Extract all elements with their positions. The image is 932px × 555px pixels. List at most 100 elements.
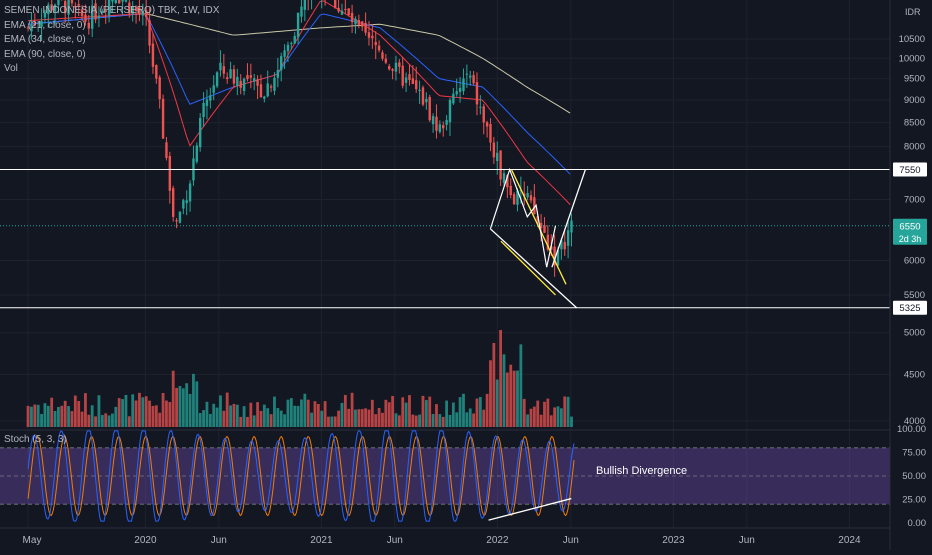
candle-body (131, 6, 134, 14)
candle-body (242, 78, 246, 91)
candle-body (202, 102, 205, 118)
price-tick-label: 10500 (899, 34, 925, 45)
candle-body (77, 4, 80, 6)
volume-bar (286, 399, 290, 427)
volume-bar (451, 402, 455, 427)
volume-bar (350, 392, 354, 427)
volume-bar (445, 400, 449, 427)
stoch-legend[interactable]: Stoch (5, 3, 3) (4, 434, 67, 445)
candle-body (36, 23, 40, 25)
price-tick-label: 4500 (904, 369, 925, 380)
candle-body (334, 0, 337, 9)
candle-body (415, 80, 418, 90)
candle-body (502, 173, 506, 183)
volume-bar (532, 406, 536, 427)
volume-bar (279, 410, 283, 427)
current-price-tag-label: 6550 (899, 221, 920, 232)
candle-body (425, 98, 428, 103)
price-tick-label: 8000 (904, 142, 925, 153)
volume-bar (482, 409, 486, 427)
volume-bar (570, 416, 573, 427)
ema-21-legend[interactable]: EMA (21, close, 0) (4, 19, 86, 31)
volume-bar (333, 416, 337, 427)
volume-bar (347, 408, 351, 427)
volume-bar (256, 402, 259, 427)
volume-bar (387, 402, 391, 427)
candle-body (438, 124, 442, 132)
volume-bar (269, 414, 273, 427)
candle-body (134, 6, 138, 11)
volume-bar (505, 372, 509, 427)
candle-body (340, 10, 344, 15)
ema-34-legend[interactable]: EMA (34, close, 0) (4, 34, 86, 45)
candle-body (290, 42, 293, 44)
candle-body (246, 75, 249, 80)
candle-body (411, 78, 415, 84)
volume-bar (70, 411, 74, 427)
volume-bar (313, 401, 317, 427)
candle-body (57, 0, 60, 5)
candle-body (384, 58, 388, 63)
ema-34-line (28, 13, 571, 175)
time-tick-label: 2020 (134, 535, 157, 546)
candle-body (67, 0, 70, 15)
candle-body (219, 62, 222, 71)
volume-bar (90, 405, 94, 427)
candle-body (408, 74, 411, 81)
candle-body (482, 106, 485, 123)
volume-legend[interactable]: Vol (4, 63, 18, 74)
candle-body (533, 197, 536, 215)
stoch-tick-label: 25.00 (902, 495, 926, 506)
volume-bar (543, 401, 546, 427)
candle-body (94, 3, 97, 20)
price-tick-label: 8500 (904, 118, 925, 129)
volume-bar (424, 400, 428, 427)
volume-bar (73, 395, 77, 427)
candle-body (344, 8, 347, 10)
time-tick-label: Jun (739, 535, 755, 546)
volume-bar (134, 400, 138, 427)
volume-bar (519, 344, 523, 427)
chart-title[interactable]: SEMEN INDONESIA (PERSERO) TBK, 1W, IDX (4, 5, 220, 16)
volume-bar (46, 405, 50, 427)
candle-body (114, 0, 118, 3)
volume-bar (391, 395, 394, 427)
candle-body (212, 85, 215, 93)
volume-bar (397, 415, 401, 427)
candle-body (428, 96, 431, 121)
candle-body (215, 72, 219, 87)
current-price-tag-countdown: 2d 3h (899, 234, 922, 244)
candle-body (97, 15, 101, 18)
volume-bar (266, 408, 270, 427)
price-tick-label: 9000 (904, 95, 925, 106)
volume-bar (448, 414, 452, 427)
candle-body (546, 234, 550, 250)
candle-body (155, 65, 158, 79)
volume-bar (499, 329, 503, 427)
volume-bar (377, 407, 381, 427)
volume-bar (516, 370, 519, 427)
candle-body (138, 7, 141, 15)
candle-body (496, 152, 499, 162)
volume-bar (252, 415, 256, 427)
candle-body (398, 62, 401, 67)
candle-body (148, 20, 151, 46)
candle-body (455, 91, 458, 95)
volume-bar (161, 393, 165, 427)
candle-body (74, 6, 77, 8)
candle-body (199, 117, 202, 148)
volume-bar (107, 415, 111, 427)
volume-bar (80, 411, 84, 427)
ema-90-legend[interactable]: EMA (90, close, 0) (4, 48, 86, 60)
resistance-tag-label: 7550 (899, 165, 920, 176)
volume-bar (360, 409, 364, 427)
volume-bar (202, 410, 205, 427)
candle-body (536, 216, 539, 221)
volume-bar (485, 393, 489, 427)
volume-bar (306, 399, 310, 427)
candle-body (489, 124, 492, 143)
volume-bar (458, 397, 462, 427)
volume-bar (310, 412, 313, 427)
